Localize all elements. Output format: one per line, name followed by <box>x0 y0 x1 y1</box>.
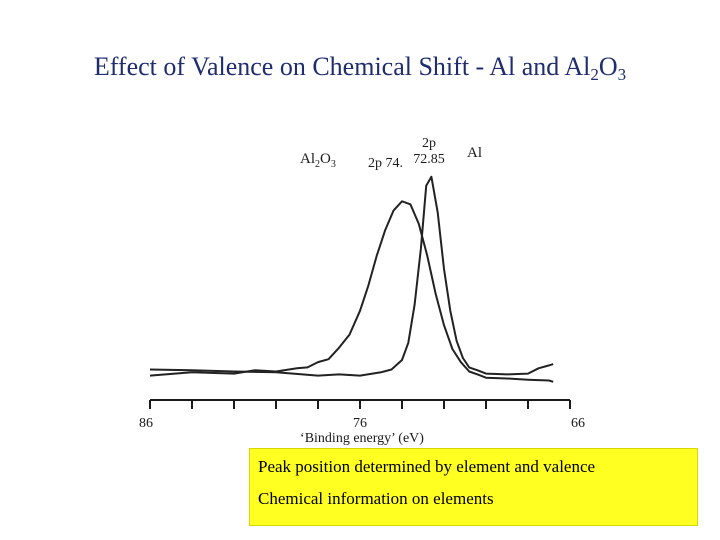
x-tick-label: 66 <box>571 416 585 431</box>
series-label-al: Al <box>467 145 482 161</box>
x-tick-label: 86 <box>139 416 153 431</box>
notes-box: Peak position determined by element and … <box>249 448 698 526</box>
x-axis-ticks <box>149 400 571 409</box>
peak-label-al2o3: 2p 74. <box>368 156 403 171</box>
series-line-al <box>149 175 554 377</box>
x-axis-label: ‘Binding energy’ (eV) <box>300 431 424 446</box>
spectrum-curves <box>149 175 554 383</box>
x-tick-label: 76 <box>353 416 367 431</box>
note-line: Peak position determined by element and … <box>258 457 596 476</box>
series-label-al2o3: Al2O3 <box>300 151 336 170</box>
note-line: Chemical information on elements <box>258 489 494 508</box>
series-line-al2o3 <box>149 200 554 383</box>
peak-label-al: 2p 72.85 <box>413 136 445 167</box>
x-axis-tick-labels: 86 76 66 <box>139 416 585 431</box>
page-title: Effect of Valence on Chemical Shift - Al… <box>93 52 627 84</box>
